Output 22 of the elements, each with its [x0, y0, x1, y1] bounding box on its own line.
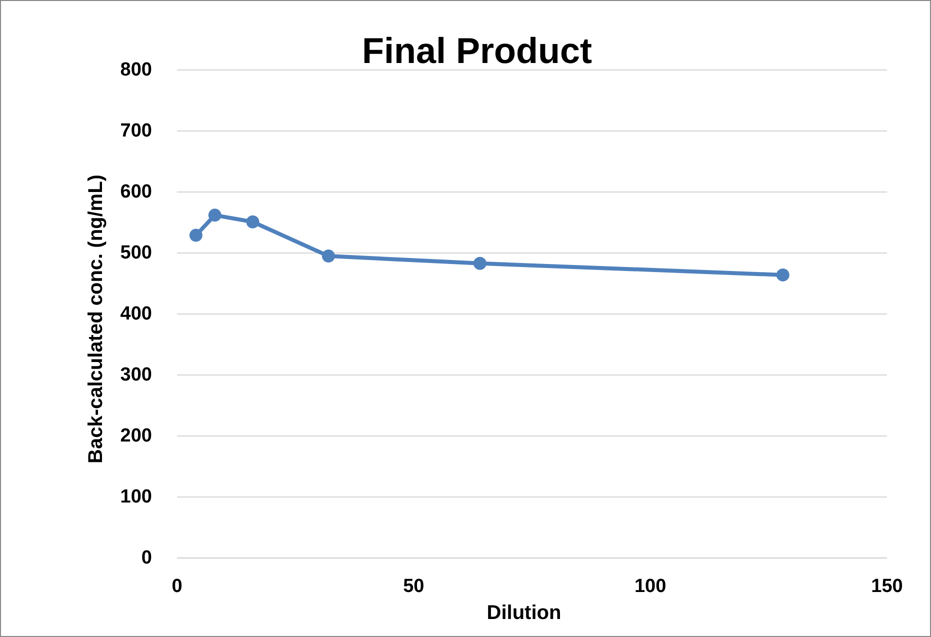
y-tick-label: 500 — [120, 242, 152, 264]
y-tick-label: 200 — [120, 426, 152, 446]
x-tick-label: 0 — [172, 576, 182, 597]
chart-title: Final Product — [362, 30, 592, 71]
y-tick-label: 800 — [120, 60, 152, 80]
point — [246, 215, 260, 228]
y-axis-title: Back-calculated conc. (ng/mL) — [85, 174, 107, 464]
x-tick-label: 150 — [871, 576, 903, 597]
x-axis-title: Dilution — [486, 602, 562, 624]
point — [189, 228, 202, 242]
x-tick-label: 50 — [403, 576, 424, 597]
y-tick-label: 600 — [120, 182, 152, 202]
x-tick-label: 100 — [634, 576, 666, 597]
point — [473, 256, 486, 270]
y-tick-label: 0 — [141, 548, 152, 568]
point — [322, 250, 335, 263]
point — [208, 208, 222, 222]
y-tick-label: 400 — [120, 304, 152, 324]
point — [776, 268, 790, 282]
y-tick-label: 300 — [120, 364, 152, 386]
y-tick-label: 700 — [120, 120, 152, 142]
y-tick-label: 100 — [120, 486, 152, 508]
